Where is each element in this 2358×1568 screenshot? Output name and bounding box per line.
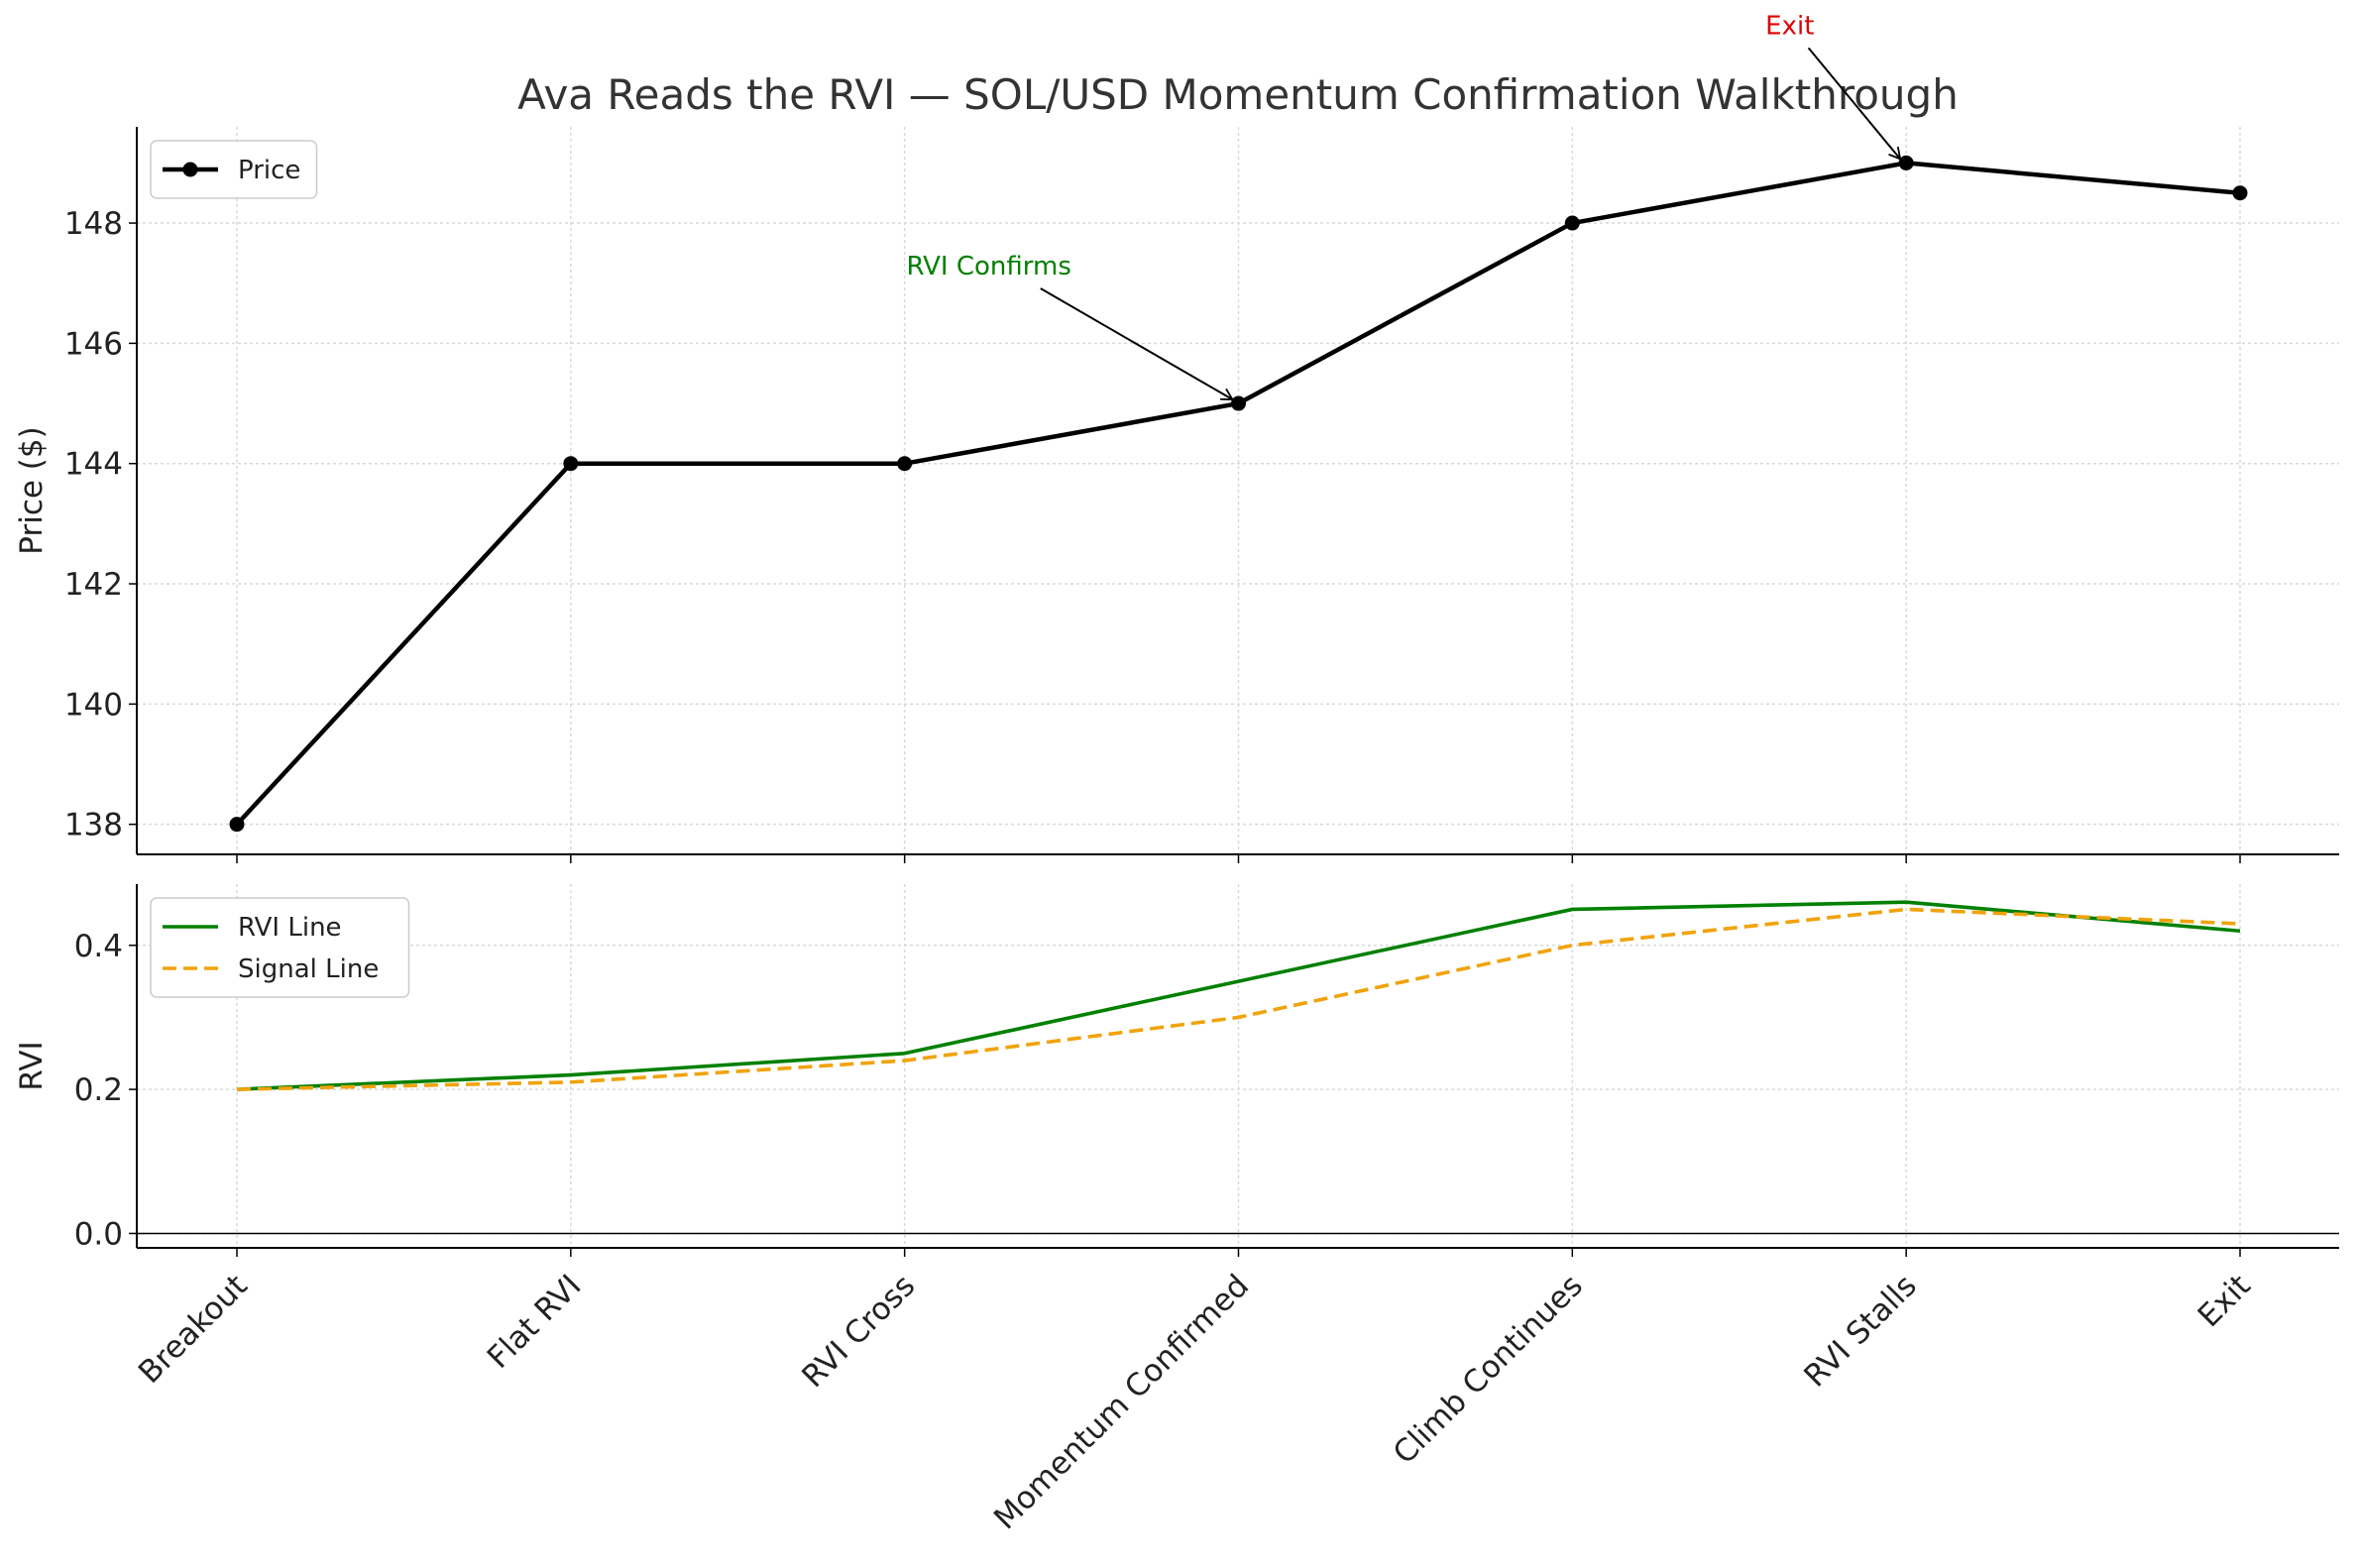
grid-panel-1 [137, 127, 2339, 854]
data-point [2232, 185, 2248, 201]
y-axis-title: Price ($) [14, 426, 50, 554]
series-line-signal-line [236, 907, 2241, 1091]
x-tick-label: Breakout [132, 1268, 255, 1391]
data-point [1898, 155, 1914, 170]
data-point [897, 456, 913, 472]
y-tick-label: 138 [64, 808, 123, 843]
legend-panel-1: Price [150, 140, 318, 199]
annotation-label: RVI Confirms [907, 252, 1071, 281]
x-tick-label: RVI Cross [795, 1268, 922, 1395]
x-tick-label: Climb Continues [1387, 1268, 1590, 1471]
chart-title: Ava Reads the RVI — SOL/USD Momentum Con… [517, 70, 1959, 119]
data-point [1564, 215, 1580, 231]
x-tick-label: Momentum Confirmed [987, 1268, 1256, 1536]
x-tick-label: Flat RVI [481, 1268, 589, 1376]
x-tick-label: Exit [2191, 1268, 2258, 1334]
legend-label: RVI Line [238, 913, 342, 943]
data-point [563, 456, 579, 472]
annotation-arrow [1040, 287, 1235, 400]
y-tick-label: 0.4 [74, 929, 123, 964]
x-tick-label: RVI Stalls [1797, 1268, 1923, 1394]
panel-1: 138 140 142 144 146 148 Price ($) Price RVI Conf… [14, 11, 2339, 863]
y-tick-label: 144 [64, 447, 123, 483]
y-tick-label: 142 [64, 567, 123, 603]
legend-label: Price [238, 156, 300, 185]
series-line-rvi-line [236, 900, 2241, 1091]
data-point [229, 817, 245, 833]
grid-panel-2 [137, 884, 2339, 1248]
legend-box [150, 140, 318, 199]
y-tick-label: 146 [64, 326, 123, 362]
annotation-label: Exit [1765, 11, 1814, 41]
series-line-price [235, 161, 2241, 827]
legend-panel-2: RVI Line Signal Line [150, 897, 410, 998]
y-tick-label: 0.2 [74, 1072, 123, 1108]
legend-marker [182, 162, 198, 177]
y-tick-label: 148 [64, 206, 123, 242]
legend-label: Signal Line [238, 954, 379, 984]
y-tick-label: 140 [64, 687, 123, 723]
panel-2: 0.0 0.2 0.4 RVI RVI Line Signal Line Breakout F… [14, 884, 2339, 1536]
y-axis-title: RVI [14, 1041, 50, 1090]
y-tick-label: 0.0 [74, 1216, 123, 1252]
data-point [1231, 395, 1246, 411]
annotation-arrow [1807, 47, 1902, 161]
legend-box [150, 897, 410, 998]
